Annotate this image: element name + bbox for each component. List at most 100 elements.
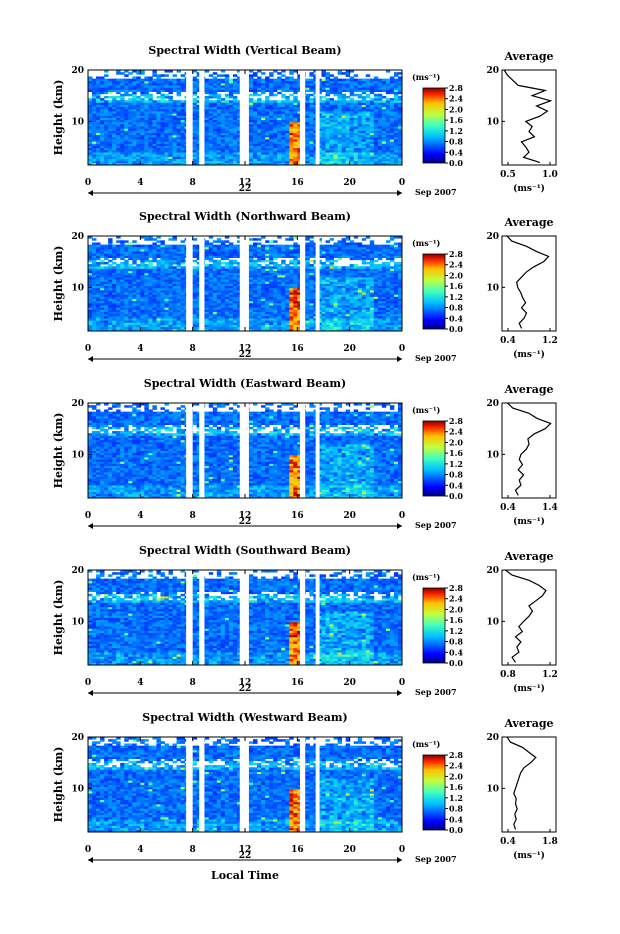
heatmap-cell — [386, 79, 390, 82]
heatmap-cell — [342, 79, 346, 82]
heatmap-cell — [173, 100, 177, 103]
heatmap-cell — [362, 79, 366, 82]
heatmap-cell — [108, 238, 112, 241]
heatmap-cell — [277, 100, 281, 103]
heatmap-cell — [160, 94, 164, 97]
heatmap-cell — [124, 100, 128, 103]
heatmap-cell — [217, 74, 221, 77]
heatmap-cell — [144, 264, 148, 267]
heatmap-cell — [92, 238, 96, 241]
heatmap-cell — [193, 238, 197, 241]
heatmap-cell — [116, 245, 120, 248]
heatmap-cell — [394, 79, 398, 82]
heatmap-cell — [366, 79, 370, 82]
heatmap-cell — [221, 262, 225, 265]
heatmap-cell — [156, 245, 160, 248]
colorbar-tick-label: 0.8 — [449, 137, 463, 147]
heatmap-cell — [100, 266, 104, 269]
heatmap-cell — [108, 79, 112, 82]
heatmap-cell — [160, 79, 164, 82]
date-label: Sep 2007 — [415, 187, 457, 197]
heatmap-cell — [366, 100, 370, 103]
heatmap-cell — [156, 96, 160, 99]
colorbar-tick-label: 2.8 — [449, 83, 463, 93]
heatmap-cell — [358, 79, 362, 82]
heatmap-cell — [342, 94, 346, 97]
heatmap-cell — [108, 260, 112, 263]
heatmap-cell — [152, 100, 156, 103]
heatmap-cell — [116, 96, 120, 99]
heatmap-cell — [334, 100, 338, 103]
heatmap-cell — [354, 94, 358, 97]
heatmap-cell — [177, 79, 181, 82]
heatmap-cell — [112, 96, 116, 99]
heatmap-cell — [305, 94, 309, 97]
heatmap-cell — [253, 242, 257, 245]
heatmap-cell — [152, 242, 156, 245]
heatmap-cell — [177, 100, 181, 103]
data-gap — [300, 70, 305, 165]
heatmap-cell — [281, 79, 285, 82]
heatmap-cell — [257, 76, 261, 79]
heatmap-cell — [233, 260, 237, 263]
heatmap-cell — [370, 98, 374, 101]
heatmap-cell — [346, 96, 350, 99]
heatmap-cell — [100, 76, 104, 79]
heatmap-cell — [221, 266, 225, 269]
y-axis-label: Height (km) — [52, 80, 65, 156]
colorbar-tick-label: 0.0 — [449, 158, 463, 168]
heatmap-cell — [169, 238, 173, 241]
heatmap-cell — [169, 96, 173, 99]
heatmap-cell — [265, 260, 269, 263]
heatmap-cell — [330, 79, 334, 82]
heatmap-cell — [358, 100, 362, 103]
heatmap-cell — [169, 79, 173, 82]
heatmap-cell — [350, 76, 354, 79]
heatmap-cell — [309, 79, 313, 82]
heatmap-cell — [253, 238, 257, 241]
heatmap-cell — [104, 262, 108, 265]
heatmap-cell — [104, 96, 108, 99]
heatmap-cell — [169, 245, 173, 248]
heatmap-cell — [382, 79, 386, 82]
heatmap-cell — [378, 79, 382, 82]
heatmap-cell — [181, 100, 185, 103]
heatmap-cell — [112, 266, 116, 269]
heatmap-cell — [326, 72, 330, 75]
heatmap-cell — [152, 238, 156, 241]
heatmap-cell — [249, 245, 253, 248]
heatmap-cell — [160, 74, 164, 77]
heatmap-cell — [253, 100, 257, 103]
heatmap-cell — [205, 96, 209, 99]
data-gap — [199, 70, 204, 165]
heatmap-cell — [249, 238, 253, 241]
heatmap-cell — [136, 76, 140, 79]
heatmap-cell — [152, 266, 156, 269]
heatmap-cell — [265, 76, 269, 79]
heatmap-cell — [217, 260, 221, 263]
heatmap-cell — [152, 79, 156, 82]
heatmap-cell — [233, 96, 237, 99]
heatmap-cell — [120, 94, 124, 97]
heatmap-cell — [281, 94, 285, 97]
heatmap-cell — [209, 100, 213, 103]
y-tick-label: 20 — [71, 66, 84, 76]
heatmap-cell — [124, 240, 128, 243]
heatmap-cell — [193, 266, 197, 269]
heatmap-cell — [124, 79, 128, 82]
x-tick-label: 16 — [291, 178, 304, 188]
profile-line — [504, 70, 550, 162]
heatmap-cell — [181, 74, 185, 77]
heatmap-cell — [390, 98, 394, 101]
heatmap-cell — [140, 98, 144, 101]
heatmap-cell — [156, 100, 160, 103]
heatmap-cell — [374, 76, 378, 79]
heatmap-cell — [281, 74, 285, 77]
heatmap-cell — [374, 94, 378, 97]
heatmap-cell — [269, 100, 273, 103]
colorbar-tick-label: 1.2 — [449, 126, 463, 136]
heatmap-cell — [100, 260, 104, 263]
heatmap-cell — [148, 76, 152, 79]
